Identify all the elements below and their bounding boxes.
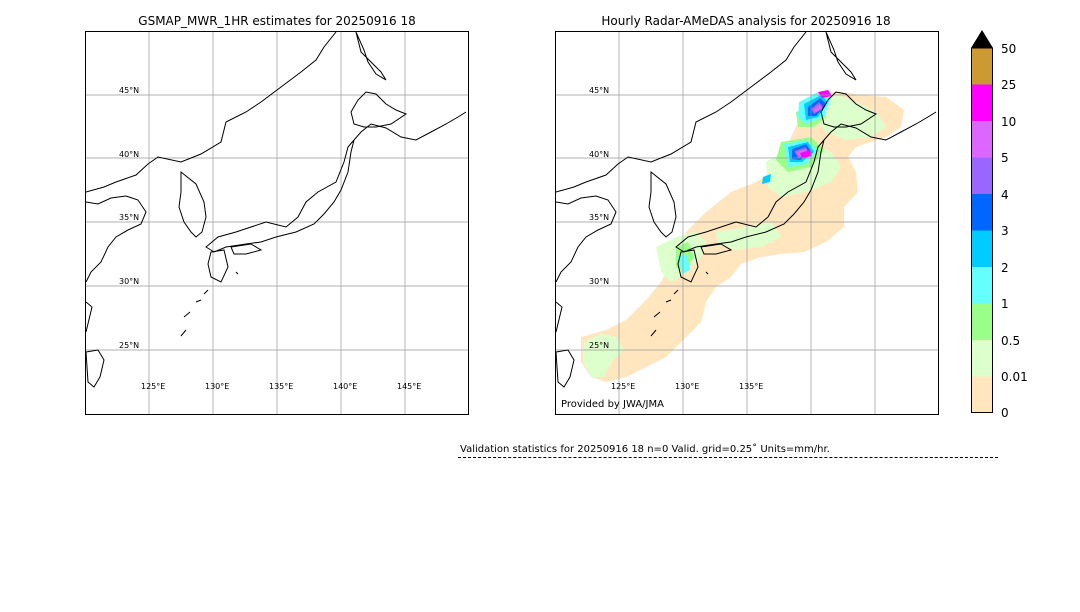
colorbar-frame: [971, 47, 993, 413]
colorbar-band: [971, 121, 993, 158]
taiwan: [86, 349, 105, 388]
honshu: [675, 139, 825, 253]
colorbar-label-5: 5: [1001, 151, 1009, 165]
precip-25-area-north: [818, 90, 832, 98]
korea: [648, 170, 677, 238]
lon-label-135: 135°E: [269, 382, 294, 391]
china-south-coast: [86, 301, 93, 333]
china-south-coast: [556, 301, 563, 333]
hokkaido-east: [823, 111, 937, 141]
colorbar-label-1: 1: [1001, 297, 1009, 311]
precip-colorbar: [971, 30, 993, 413]
lon-label-135: 135°E: [739, 382, 764, 391]
lon-label-125: 125°E: [141, 382, 166, 391]
lon-label-125: 125°E: [611, 382, 636, 391]
lat-label-45: 45°N: [589, 86, 610, 95]
colorbar-band: [971, 157, 993, 194]
shikoku: [700, 243, 733, 255]
lat-label-35: 35°N: [589, 213, 610, 222]
colorbar-band: [971, 376, 993, 413]
precip-0-5-area-ryukyu: [583, 334, 624, 377]
colorbar-band: [971, 48, 993, 85]
colorbar-label-10: 10: [1001, 115, 1017, 129]
hokkaido-east: [353, 111, 467, 141]
precip-field: [581, 90, 904, 382]
radar-amedas-map: 45°N 40°N 35°N 30°N 25°N 125°E 130°E 135…: [555, 31, 939, 415]
lat-label-40: 40°N: [119, 150, 140, 159]
right-coastlines: [556, 32, 937, 388]
lat-label-25: 25°N: [119, 341, 140, 350]
precip-25-area-tohoku: [800, 150, 812, 158]
left-map-title: GSMAP_MWR_1HR estimates for 20250916 18: [138, 14, 416, 28]
precip-10-area-north: [813, 104, 822, 113]
lat-label-25: 25°N: [589, 341, 610, 350]
right-map-title: Hourly Radar-AMeDAS analysis for 2025091…: [601, 14, 891, 28]
kyushu: [207, 249, 229, 283]
colorbar-label-0-5: 0.5: [1001, 334, 1021, 348]
taiwan: [556, 349, 575, 388]
lat-label-30: 30°N: [589, 277, 610, 286]
honshu: [205, 139, 355, 253]
colorbar-label-3: 3: [1001, 224, 1009, 238]
data-credit: Provided by JWA/JMA: [561, 399, 664, 410]
lon-label-130: 130°E: [205, 382, 230, 391]
left-graticule: [86, 32, 468, 414]
hokkaido: [820, 91, 878, 128]
hokkaido: [350, 91, 408, 128]
colorbar-label-25: 25: [1001, 78, 1017, 92]
right-graticule: [556, 32, 938, 414]
lat-label-45: 45°N: [119, 86, 140, 95]
colorbar-band: [971, 267, 993, 304]
colorbar-extend-arrow: [971, 30, 993, 48]
precip-2-area-kyushu: [678, 254, 690, 274]
gsmap-map: 45°N 40°N 35°N 30°N 25°N 125°E 130°E 135…: [85, 31, 469, 415]
precip-0-5-area-hokkaido: [814, 94, 886, 140]
asia-coast: [556, 32, 807, 193]
colorbar-band: [971, 194, 993, 231]
left-map-canvas: [86, 32, 468, 414]
china-coast: [556, 195, 617, 283]
lat-label-30: 30°N: [119, 277, 140, 286]
colorbar-label-4: 4: [1001, 188, 1009, 202]
precip-3-area-small: [762, 174, 771, 184]
colorbar-label-0-01: 0.01: [1001, 370, 1028, 384]
validation-statistics: Validation statistics for 20250916 18 n=…: [460, 444, 830, 455]
sakhalin: [355, 32, 387, 81]
right-map-canvas: [556, 32, 938, 414]
left-coastlines: [86, 32, 467, 388]
lat-label-35: 35°N: [119, 213, 140, 222]
ryukyu-islands: [180, 271, 239, 337]
lon-label-145: 145°E: [397, 382, 422, 391]
colorbar-label-50: 50: [1001, 42, 1017, 56]
stats-divider: [458, 457, 998, 458]
shikoku: [230, 243, 263, 255]
colorbar-band: [971, 84, 993, 121]
ryukyu-islands: [650, 271, 709, 337]
colorbar-label-2: 2: [1001, 261, 1009, 275]
lat-label-40: 40°N: [589, 150, 610, 159]
colorbar-band: [971, 340, 993, 377]
china-coast: [86, 195, 147, 283]
colorbar-band: [971, 230, 993, 267]
kyushu: [677, 249, 699, 283]
lon-label-130: 130°E: [675, 382, 700, 391]
lon-label-140: 140°E: [333, 382, 358, 391]
sakhalin: [825, 32, 857, 81]
colorbar-band: [971, 303, 993, 340]
korea: [178, 170, 207, 238]
colorbar-label-0: 0: [1001, 406, 1009, 420]
asia-coast: [86, 32, 337, 193]
